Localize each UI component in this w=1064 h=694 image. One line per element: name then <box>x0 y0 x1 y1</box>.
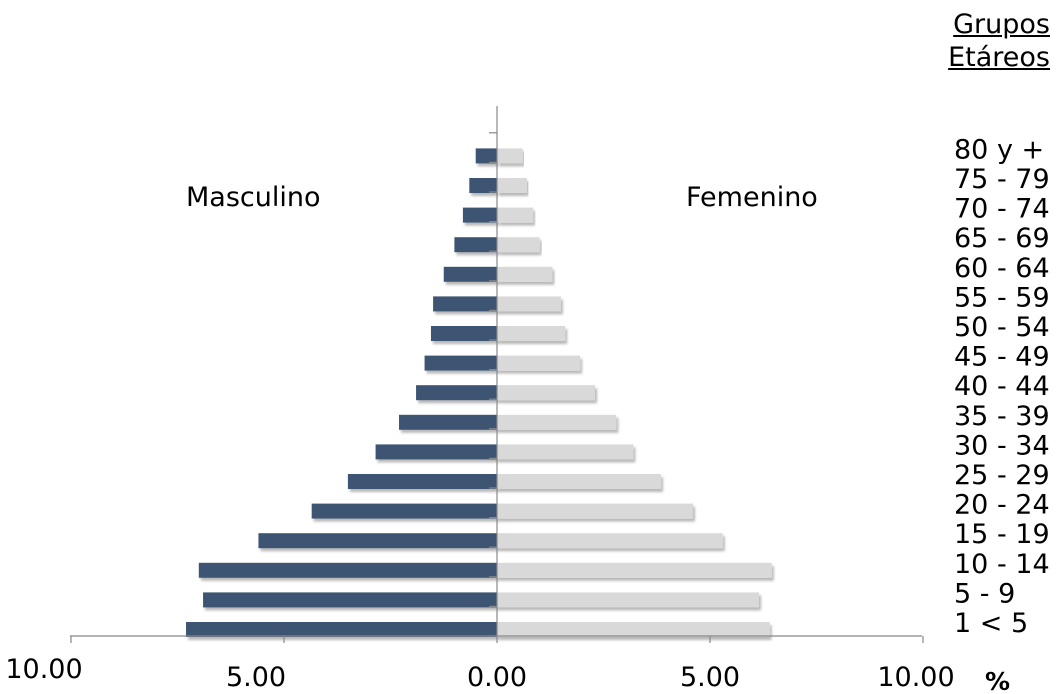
bar-male <box>454 237 497 253</box>
age-group-label: 1 < 5 <box>954 608 1028 639</box>
bar-female <box>497 355 581 371</box>
age-group-label: 40 - 44 <box>954 371 1050 402</box>
axes <box>70 106 924 643</box>
age-group-label: 50 - 54 <box>954 312 1050 343</box>
bar-female <box>497 622 770 637</box>
x-tick-label: 10.00 <box>877 662 954 693</box>
bar-male <box>347 474 497 489</box>
x-tick-label: 5.00 <box>226 662 286 693</box>
bar-female <box>497 444 634 460</box>
female-side-label: Femenino <box>686 182 818 213</box>
bar-female <box>497 296 561 312</box>
bar-female <box>497 533 723 549</box>
x-tick-label: 10.00 <box>5 654 82 685</box>
bar-male <box>469 178 497 193</box>
age-group-label: 65 - 69 <box>954 223 1050 254</box>
bar-female <box>497 178 527 193</box>
age-group-label: 80 y + <box>954 134 1044 165</box>
bar-male <box>475 148 497 164</box>
age-group-label: 25 - 29 <box>954 460 1050 491</box>
age-group-label: 45 - 49 <box>954 342 1050 373</box>
bar-female <box>497 207 534 223</box>
male-side-label: Masculino <box>186 182 321 213</box>
bar-male <box>399 414 497 430</box>
bar-female <box>497 266 553 282</box>
age-group-label: 5 - 9 <box>954 578 1015 609</box>
bar-male <box>258 533 497 549</box>
bar-male <box>186 622 497 637</box>
bar-female <box>497 474 662 489</box>
bar-female <box>497 326 566 341</box>
bar-female <box>497 592 759 608</box>
bar-male <box>203 592 497 608</box>
x-tick-labels: 10.00 5.00 0.00 5.00 10.00% <box>5 654 1010 694</box>
age-group-label: 75 - 79 <box>954 164 1050 195</box>
bar-male <box>462 207 497 223</box>
unit-label: % <box>985 667 1010 694</box>
bar-female <box>497 503 693 519</box>
bar-female <box>497 237 540 253</box>
bar-female <box>497 148 523 164</box>
age-group-label: 35 - 39 <box>954 401 1050 432</box>
age-group-label: 70 - 74 <box>954 194 1050 225</box>
bar-male <box>424 355 497 371</box>
male-bars <box>186 148 498 637</box>
bar-male <box>433 296 497 312</box>
bar-male <box>311 503 497 519</box>
legend-title: Grupos Etáreos <box>948 8 1050 74</box>
bar-male <box>416 385 497 401</box>
age-group-label: 15 - 19 <box>954 519 1050 550</box>
bar-male <box>430 326 497 341</box>
bar-female <box>497 562 772 578</box>
legend-title-line-2: Etáreos <box>948 42 1050 73</box>
bar-male <box>443 266 497 282</box>
bar-female <box>497 385 595 401</box>
x-tick-label: 0.00 <box>467 662 527 693</box>
bar-male <box>198 562 498 578</box>
x-tick-label: 5.00 <box>680 662 740 693</box>
age-group-label: 55 - 59 <box>954 282 1050 313</box>
bar-male <box>375 444 497 460</box>
legend-title-line-1: Grupos <box>953 9 1050 40</box>
female-bars <box>497 148 772 637</box>
age-group-label: 30 - 34 <box>954 430 1050 461</box>
age-group-label: 20 - 24 <box>954 490 1050 521</box>
age-group-label: 10 - 14 <box>954 549 1050 580</box>
age-group-label: 60 - 64 <box>954 253 1050 284</box>
bar-female <box>497 414 617 430</box>
